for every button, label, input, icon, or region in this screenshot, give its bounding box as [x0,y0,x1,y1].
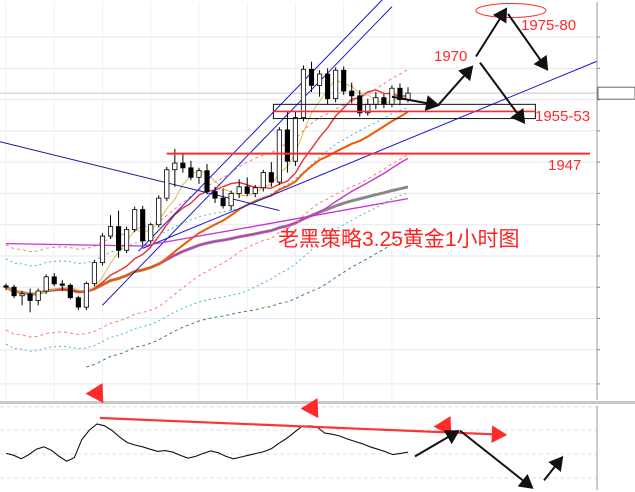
oscillator-forecast-arrow-1 [414,430,460,458]
candle-bullish [236,186,242,194]
candle-bearish [349,90,355,97]
candle-bullish [107,226,114,237]
forecast-arrow-4 [507,13,549,71]
candle-bullish [148,224,154,242]
candlesticks [3,61,411,313]
candle-bearish [220,197,226,207]
candle-bearish [212,191,218,199]
forecast-arrow-2 [437,65,474,106]
candle-bearish [341,69,347,92]
panel-divider [0,401,635,404]
candle-bullish [333,69,339,100]
candle-bullish [124,229,130,251]
candle-bullish [91,262,98,284]
oscillator-forecast-arrow-2 [459,429,534,489]
candle-bearish [188,167,194,178]
candle-bullish [43,276,49,292]
band-green-line [86,233,409,368]
candle-bullish [132,209,138,230]
candle-bearish [244,186,250,194]
forecast-arrows [391,7,549,124]
current-price-tag [597,86,635,100]
candle-bullish [19,293,25,297]
oscillator-forecast-arrow-3 [543,456,564,482]
candle-bearish [59,283,65,286]
candle-bullish [35,290,41,301]
candle-bearish [397,87,403,101]
candle-bullish [172,162,178,171]
candle-bullish [99,235,106,263]
magenta-support-curve [5,197,409,247]
candle-bullish [164,169,170,199]
annotation-1955-53: 1955-53 [535,108,590,125]
price-axis [596,2,635,400]
oscillator-peak-marker [85,382,104,404]
candle-bearish [140,209,146,242]
channel-extension-line [142,60,598,249]
candle-bearish [204,170,210,192]
candle-bullish [156,197,162,226]
forecast-arrow-1 [391,95,440,111]
oscillator-panel [0,382,597,489]
candle-bullish [252,187,258,194]
candle-bearish [3,285,9,288]
candle-bullish [228,193,234,207]
annotation-1947: 1947 [548,157,581,174]
candle-bearish [308,68,315,86]
candle-bullish [316,73,323,86]
candle-bullish [300,68,307,119]
candle-bearish [51,276,57,285]
candle-bearish [381,97,387,105]
candle-bearish [115,226,122,251]
candle-bullish [373,97,379,105]
annotation-1970: 1970 [434,48,467,65]
candle-bearish [268,172,274,183]
candle-bullish [276,129,282,183]
candle-bearish [284,129,290,162]
candle-bearish [27,293,33,301]
candle-bearish [67,284,73,299]
candle-bearish [325,73,331,100]
price-channel [0,0,598,306]
channel-lower-line [102,6,393,306]
candle-bullish [196,170,202,178]
annotation-1975-80: 1975-80 [521,17,576,34]
candle-bullish [292,117,299,162]
forecast-arrow-3 [475,7,508,58]
support-resistance-lines [166,3,590,155]
candle-bearish [75,297,81,308]
forecast-arrow-5 [479,62,526,124]
oscillator-line [5,423,409,462]
candle-bearish [180,162,186,169]
oscillator-peak-marker [300,397,319,419]
channel-upper-line [138,0,383,252]
chart-title: 老黑策略3.25黄金1小时图 [278,228,520,251]
candle-bearish [11,286,17,297]
candle-bullish [83,283,89,308]
candle-bullish [260,172,266,189]
